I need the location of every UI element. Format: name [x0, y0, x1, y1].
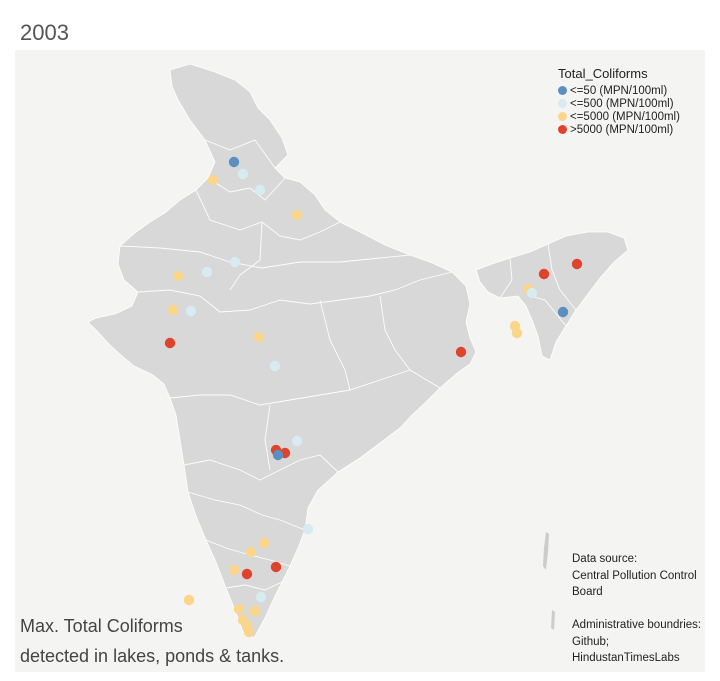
- station-marker: [272, 449, 284, 461]
- state-boundaries: [119, 139, 577, 591]
- station-marker: [254, 184, 266, 196]
- station-marker: [557, 306, 569, 318]
- india-landmass: [87, 63, 629, 639]
- data-source-note: Data source: Central Pollution Control B…: [572, 551, 720, 667]
- station-marker: [302, 523, 314, 535]
- station-marker: [291, 209, 303, 221]
- station-marker: [237, 168, 249, 180]
- nicobar-islands: [551, 610, 555, 630]
- station-marker: [164, 337, 176, 349]
- station-marker: [243, 626, 255, 638]
- legend-item: <=500 (MPN/100ml): [558, 97, 680, 110]
- source-line: Administrative boundries:: [572, 619, 702, 631]
- year-label: 2003: [20, 20, 69, 45]
- station-marker: [571, 258, 583, 270]
- source-line: HindustanTimesLabs: [572, 652, 680, 664]
- station-marker: [258, 537, 270, 549]
- legend-item: >5000 (MPN/100ml): [558, 123, 680, 136]
- station-markers: [164, 156, 583, 638]
- caption-line-1: Max. Total Coliforms: [20, 616, 183, 636]
- station-marker: [249, 605, 261, 617]
- station-marker: [245, 546, 257, 558]
- station-marker: [185, 305, 197, 317]
- station-marker: [233, 603, 245, 615]
- station-marker: [201, 266, 213, 278]
- map-caption: Max. Total Coliforms detected in lakes, …: [20, 611, 284, 671]
- station-marker: [228, 156, 240, 168]
- station-marker: [241, 568, 253, 580]
- source-line: Data source:: [572, 553, 638, 565]
- station-marker: [253, 331, 265, 343]
- station-marker: [207, 174, 219, 186]
- station-marker: [291, 435, 303, 447]
- station-marker: [269, 360, 281, 372]
- legend-label: <=500 (MPN/100ml): [570, 97, 674, 110]
- legend-swatch-blue: [558, 86, 567, 95]
- legend-title: Total_Coliforms: [558, 66, 648, 81]
- legend-swatch-lightblue: [558, 99, 567, 108]
- station-marker: [183, 594, 195, 606]
- legend-swatch-red: [558, 125, 567, 134]
- caption-line-2: detected in lakes, ponds & tanks.: [20, 646, 285, 666]
- andaman-islands: [543, 532, 549, 570]
- station-marker: [255, 591, 267, 603]
- northeast-india: [475, 231, 629, 361]
- legend-swatch-yellow: [558, 112, 567, 121]
- source-line: Board: [572, 586, 603, 598]
- station-marker: [455, 346, 467, 358]
- station-marker: [538, 268, 550, 280]
- legend-item: <=50 (MPN/100ml): [558, 84, 680, 97]
- source-line: Central Pollution Control: [572, 569, 697, 582]
- station-marker: [526, 287, 538, 299]
- station-marker: [228, 564, 240, 576]
- source-line: Github;: [572, 635, 610, 648]
- legend-item: <=5000 (MPN/100ml): [558, 110, 680, 123]
- mainland-india: [87, 63, 477, 639]
- legend: Total_Coliforms <=50 (MPN/100ml) <=500 (…: [558, 66, 680, 136]
- legend-label: >5000 (MPN/100ml): [570, 123, 674, 136]
- station-marker: [172, 270, 184, 282]
- legend-label: <=50 (MPN/100ml): [570, 84, 668, 97]
- station-marker: [511, 327, 523, 339]
- station-marker: [270, 561, 282, 573]
- source-spacer: [572, 601, 720, 618]
- station-marker: [229, 256, 241, 268]
- legend-label: <=5000 (MPN/100ml): [570, 110, 680, 123]
- station-marker: [167, 304, 179, 316]
